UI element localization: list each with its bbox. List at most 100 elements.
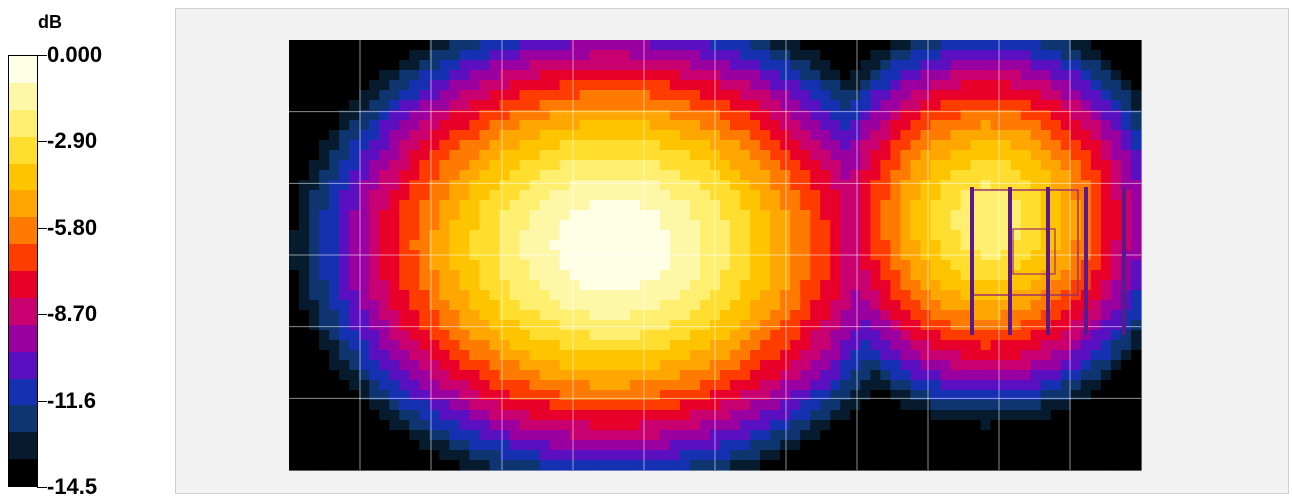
heatmap-cell: [980, 60, 992, 71]
heatmap-cell: [1120, 90, 1132, 101]
heatmap-cell: [369, 270, 380, 281]
heatmap-cell: [529, 100, 541, 111]
heatmap-cell: [349, 430, 360, 441]
heatmap-cell: [850, 180, 861, 191]
heatmap-cell: [790, 420, 801, 431]
heatmap-cell: [940, 100, 952, 111]
heatmap-cell: [399, 140, 410, 151]
heatmap-cell: [509, 70, 521, 81]
heatmap-cell: [1020, 180, 1032, 191]
heatmap-cell: [359, 400, 370, 411]
heatmap-cell: [840, 100, 851, 111]
heatmap-cell: [329, 360, 340, 371]
legend-tick-mark: [37, 141, 47, 142]
heatmap-cell: [569, 280, 581, 291]
heatmap-cell: [599, 280, 611, 291]
heatmap-cell: [810, 240, 821, 251]
heatmap-cell: [419, 370, 430, 381]
heatmap-cell: [810, 380, 821, 391]
heatmap-cell: [890, 430, 902, 441]
heatmap-cell: [910, 320, 922, 331]
heatmap-cell: [1030, 150, 1042, 161]
heatmap-cell: [619, 240, 631, 251]
heatmap-cell: [609, 60, 621, 71]
heatmap-cell: [659, 360, 671, 371]
heatmap-cell: [850, 240, 861, 251]
heatmap-cell: [439, 120, 450, 131]
heatmap-cell: [1060, 310, 1072, 321]
heatmap-cell: [679, 440, 691, 451]
heatmap-cell: [309, 270, 320, 281]
heatmap-cell: [509, 190, 521, 201]
heatmap-cell: [549, 70, 561, 81]
heatmap-cell: [1020, 300, 1032, 311]
heatmap-cell: [639, 290, 651, 301]
heatmap-cell: [1110, 320, 1122, 331]
heatmap-cell: [910, 180, 922, 191]
heatmap-cell: [409, 260, 420, 271]
heatmap-cell: [429, 350, 440, 361]
heatmap-cell: [1080, 180, 1092, 191]
heatmap-cell: [980, 200, 992, 211]
heatmap-cell: [800, 310, 811, 321]
heatmap-cell: [619, 290, 631, 301]
heatmap-cell: [509, 150, 521, 161]
heatmap-cell: [589, 90, 601, 101]
heatmap-cell: [720, 380, 731, 391]
heatmap-cell: [920, 290, 932, 301]
heatmap-cell: [1030, 350, 1042, 361]
heatmap-cell: [780, 130, 791, 141]
heatmap-cell: [579, 130, 591, 141]
heatmap-cell: [1060, 370, 1072, 381]
heatmap-cell: [689, 190, 701, 201]
heatmap-cell: [499, 370, 511, 381]
heatmap-cell: [299, 60, 310, 71]
heatmap-cell: [459, 330, 471, 341]
heatmap-cell: [429, 400, 440, 411]
heatmap-cell: [890, 220, 902, 231]
heatmap-cell: [900, 270, 912, 281]
legend-color-segment: [9, 432, 37, 460]
heatmap-cell: [479, 220, 491, 231]
heatmap-cell: [1080, 100, 1092, 111]
heatmap-cell: [419, 140, 430, 151]
heatmap-cell: [329, 140, 340, 151]
heatmap-cell: [730, 310, 741, 321]
heatmap-cell: [649, 70, 661, 81]
heatmap-cell: [1010, 200, 1022, 211]
heatmap-cell: [830, 430, 841, 441]
heatmap-cell: [1120, 110, 1132, 121]
heatmap-cell: [900, 130, 912, 141]
heatmap-cell: [369, 330, 380, 341]
heatmap-cell: [860, 120, 871, 131]
heatmap-cell: [289, 50, 300, 61]
heatmap-cell: [720, 420, 731, 431]
heatmap-cell: [1070, 390, 1082, 401]
heatmap-cell: [319, 240, 330, 251]
heatmap-cell: [459, 340, 471, 351]
heatmap-cell: [1020, 60, 1032, 71]
heatmap-cell: [1130, 280, 1142, 291]
heatmap-cell: [960, 90, 972, 101]
heatmap-cell: [910, 230, 922, 241]
heatmap-cell: [880, 300, 892, 311]
heatmap-cell: [1120, 300, 1132, 311]
heatmap-cell: [1040, 460, 1052, 471]
heatmap-cell: [980, 360, 992, 371]
heatmap-cell: [730, 60, 741, 71]
heatmap-cell: [870, 390, 881, 401]
heatmap-cell: [980, 350, 992, 361]
heatmap-cell: [319, 420, 330, 431]
heatmap-cell: [509, 230, 521, 241]
heatmap-cell: [890, 360, 902, 371]
heatmap-cell: [1020, 110, 1032, 121]
heatmap-cell: [900, 170, 912, 181]
heatmap-cell: [679, 270, 691, 281]
heatmap-cell: [599, 110, 611, 121]
heatmap-cell: [379, 110, 390, 121]
heatmap-cell: [289, 350, 300, 361]
heatmap-cell: [980, 170, 992, 181]
heatmap-cell: [429, 330, 440, 341]
heatmap-cell: [840, 240, 851, 251]
heatmap-cell: [1040, 130, 1052, 141]
